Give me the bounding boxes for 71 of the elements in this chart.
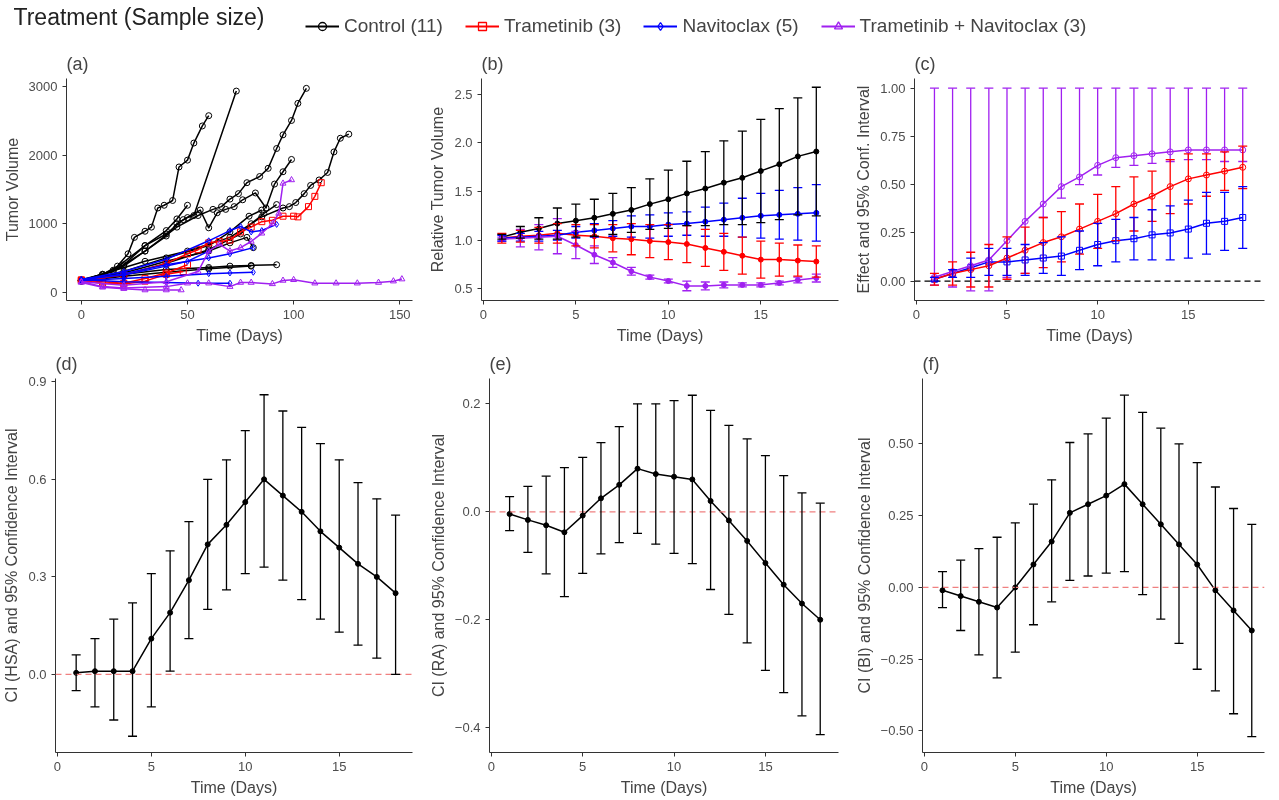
x-tick-label: 150 bbox=[388, 306, 411, 322]
chart-title: (c) bbox=[914, 53, 936, 74]
y-tick-label: 1000 bbox=[28, 216, 58, 232]
y-tick-label: 0.3 bbox=[28, 569, 47, 585]
chart-title: (f) bbox=[922, 353, 940, 374]
x-tick-label: 0 bbox=[920, 758, 928, 774]
x-tick-label: 15 bbox=[753, 306, 769, 322]
y-axis-title: CI (BI) and 95% Confidence Interval bbox=[855, 437, 873, 694]
legend-label: Trametinib + Navitoclax (3) bbox=[859, 15, 1087, 37]
x-tick-label: 10 bbox=[666, 758, 682, 774]
chart-title: (b) bbox=[481, 53, 504, 74]
y-tick-label: −0.50 bbox=[880, 723, 914, 739]
x-axis-title: Time (Days) bbox=[196, 326, 283, 344]
x-tick-label: 10 bbox=[1099, 758, 1114, 774]
y-tick-label: 0.0 bbox=[462, 504, 481, 520]
y-tick-label: 0.50 bbox=[888, 436, 914, 452]
x-axis-title: Time (Days) bbox=[620, 778, 708, 796]
x-axis-title: Time (Days) bbox=[1046, 326, 1133, 344]
y-axis-title: Relative Tumor Volume bbox=[429, 106, 447, 273]
x-tick-label: 5 bbox=[1011, 758, 1019, 774]
y-tick-label: 1.5 bbox=[454, 183, 473, 199]
legend-title: Treatment (Sample size) bbox=[13, 3, 265, 30]
x-tick-label: 5 bbox=[579, 758, 587, 774]
y-tick-label: −0.25 bbox=[880, 651, 914, 667]
legend-label: Control (11) bbox=[344, 15, 443, 37]
y-tick-label: −0.4 bbox=[454, 720, 481, 736]
x-tick-label: 10 bbox=[1090, 306, 1105, 322]
y-tick-label: 3000 bbox=[28, 79, 58, 95]
y-tick-label: −0.2 bbox=[454, 612, 481, 628]
y-tick-label: 1.0 bbox=[454, 232, 473, 248]
x-axis-title: Time (Days) bbox=[190, 778, 278, 796]
legend-label: Navitoclax (5) bbox=[682, 15, 799, 37]
y-tick-label: 2000 bbox=[28, 147, 58, 163]
y-tick-label: 0 bbox=[50, 284, 58, 300]
y-tick-label: 1.00 bbox=[880, 80, 906, 96]
y-tick-label: 0.00 bbox=[880, 273, 906, 289]
y-tick-label: 2.5 bbox=[454, 86, 473, 102]
y-tick-label: 0.6 bbox=[28, 471, 47, 487]
y-tick-label: 2.0 bbox=[454, 135, 473, 151]
x-tick-label: 15 bbox=[758, 758, 773, 774]
x-tick-label: 5 bbox=[1003, 306, 1011, 322]
x-tick-label: 15 bbox=[331, 758, 347, 774]
y-tick-label: 0.9 bbox=[28, 374, 47, 390]
y-tick-label: 0.0 bbox=[28, 666, 47, 682]
x-tick-label: 15 bbox=[1181, 306, 1196, 322]
y-axis-title: Tumor Volume bbox=[3, 137, 21, 242]
x-tick-label: 0 bbox=[77, 306, 85, 322]
y-tick-label: 0.25 bbox=[880, 225, 906, 241]
chart-title: (e) bbox=[489, 353, 512, 374]
y-tick-label: 0.5 bbox=[454, 281, 473, 297]
legend-label: Trametinib (3) bbox=[503, 15, 622, 37]
y-axis-title: CI (HSA) and 95% Confidence Interval bbox=[3, 428, 21, 703]
y-tick-label: 0.50 bbox=[880, 177, 906, 193]
x-tick-label: 10 bbox=[661, 306, 676, 322]
x-tick-label: 15 bbox=[1189, 758, 1205, 774]
y-tick-label: 0.75 bbox=[880, 128, 906, 144]
x-tick-label: 5 bbox=[572, 306, 580, 322]
x-tick-label: 10 bbox=[238, 758, 253, 774]
x-axis-title: Time (Days) bbox=[1050, 778, 1137, 796]
x-tick-label: 100 bbox=[282, 306, 305, 322]
y-tick-label: 0.00 bbox=[888, 579, 914, 595]
x-axis-title: Time (Days) bbox=[616, 326, 704, 344]
x-tick-label: 50 bbox=[180, 306, 195, 322]
chart-title: (a) bbox=[66, 53, 89, 74]
y-axis-title: CI (RA) and 95% Confidence Interval bbox=[429, 433, 447, 698]
y-tick-label: 0.2 bbox=[462, 396, 481, 412]
y-tick-label: 0.25 bbox=[888, 508, 914, 524]
x-tick-label: 5 bbox=[147, 758, 155, 774]
chart-title: (d) bbox=[55, 353, 78, 374]
y-axis-title: Effect and 95% Conf. Interval bbox=[855, 85, 873, 294]
x-tick-label: 0 bbox=[487, 758, 495, 774]
